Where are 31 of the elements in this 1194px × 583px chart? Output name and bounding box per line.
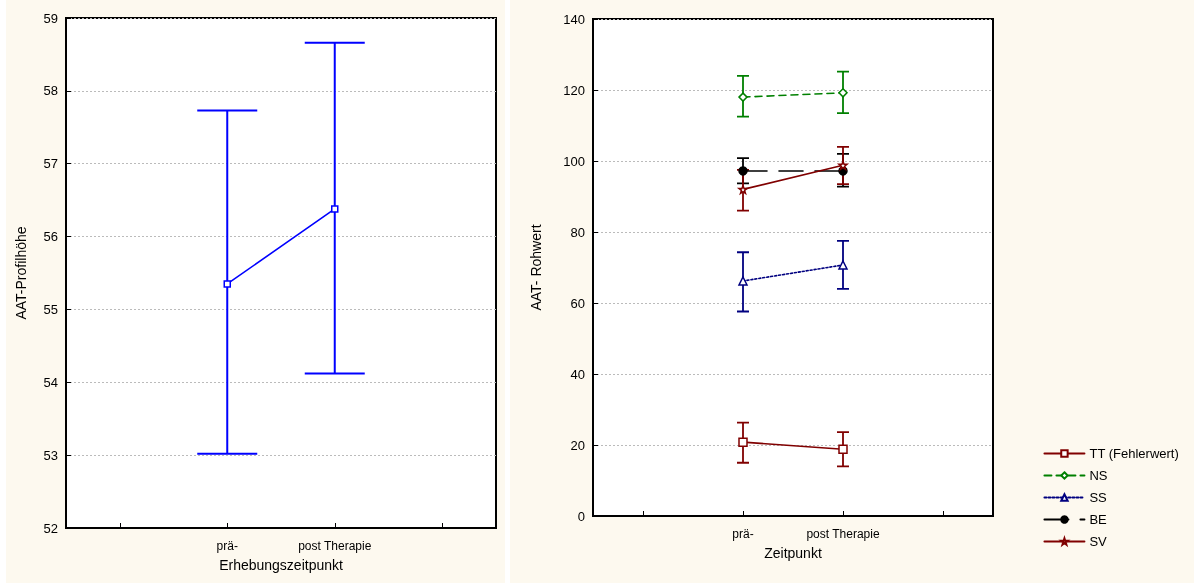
- x-axis-title: Zeitpunkt: [764, 545, 822, 561]
- y-tick-label: 52: [43, 520, 58, 536]
- y-tick-label: 140: [563, 11, 585, 27]
- x-tick-label: prä-: [732, 527, 754, 541]
- y-tick-label: 0: [577, 508, 585, 524]
- x-tick-label: prä-: [216, 539, 238, 553]
- y-tick-label: 55: [43, 301, 58, 317]
- y-tick-label: 59: [43, 10, 58, 26]
- y-tick-label: 40: [570, 366, 585, 382]
- legend-label: NS: [1089, 468, 1108, 483]
- legend-label: SV: [1089, 534, 1108, 549]
- x-tick-label: post Therapie: [806, 527, 880, 541]
- y-tick-label: 54: [43, 374, 58, 390]
- y-tick-label: 100: [563, 153, 585, 169]
- legend-label: TT (Fehlerwert): [1089, 446, 1179, 461]
- y-axis-title: AAT-Profilhöhe: [13, 226, 29, 320]
- legend-label: SS: [1089, 490, 1108, 505]
- y-tick-label: 57: [43, 156, 58, 172]
- y-tick-label: 120: [563, 82, 585, 98]
- y-tick-label: 56: [43, 229, 58, 245]
- y-tick-label: 60: [570, 295, 585, 311]
- x-axis-title: Erhebungszeitpunkt: [219, 557, 343, 573]
- y-axis-title: AAT- Rohwert: [528, 224, 544, 311]
- y-tick-label: 58: [43, 83, 58, 99]
- point: [838, 88, 848, 98]
- legend-label: BE: [1089, 512, 1108, 527]
- y-tick-label: 53: [43, 447, 58, 463]
- point: [738, 92, 748, 102]
- y-tick-label: 80: [570, 224, 585, 240]
- y-tick-label: 20: [570, 437, 585, 453]
- x-tick-label: post Therapie: [298, 539, 372, 553]
